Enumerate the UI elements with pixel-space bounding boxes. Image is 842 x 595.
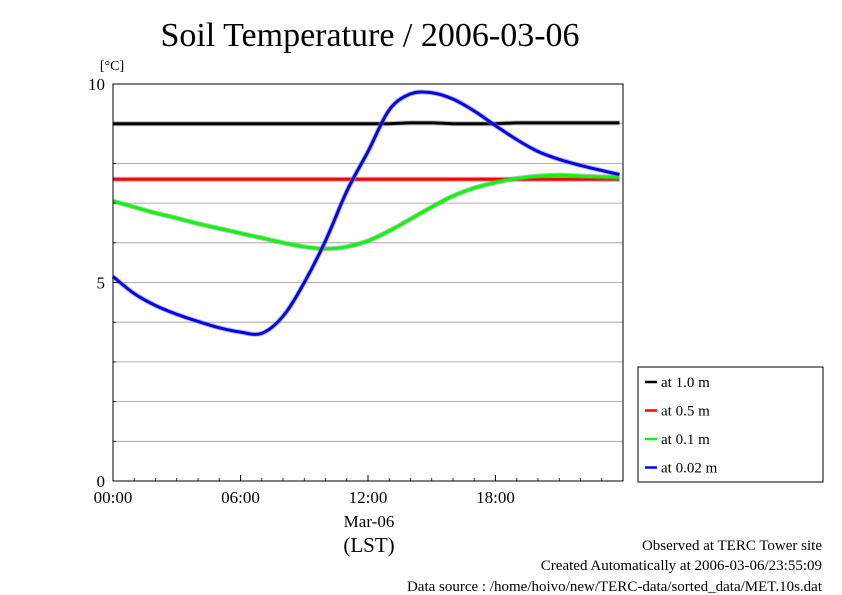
series-shadow-at-0-1-m <box>112 172 620 252</box>
series-line-at-0-1-m <box>112 173 620 251</box>
legend-label: at 0.5 m <box>661 404 710 420</box>
series-layer <box>111 89 620 337</box>
legend-label: at 1.0 m <box>661 375 710 391</box>
x-tick-label: 00:00 <box>94 488 133 507</box>
footer-observed: Observed at TERC Tower site <box>642 538 822 554</box>
y-tick-label: 10 <box>88 75 105 94</box>
x-axis-label: (LST) <box>343 533 394 557</box>
x-tick-label: 12:00 <box>349 488 388 507</box>
series-line-at-1-0-m <box>113 121 620 126</box>
x-date-label: Mar-06 <box>344 512 395 531</box>
y-axis-unit-label: [°C] <box>100 59 124 74</box>
series-line-at-0-02-m <box>112 90 620 336</box>
legend: at 1.0 m at 0.5 m at 0.1 m at 0.02 m <box>637 366 824 483</box>
x-tick-label: 06:00 <box>221 488 260 507</box>
grid-lines <box>113 123 623 442</box>
legend-label: at 0.02 m <box>661 461 718 477</box>
y-tick-label: 0 <box>97 472 106 491</box>
y-tick-label: 5 <box>97 274 106 293</box>
footer-created: Created Automatically at 2006-03-06/23:5… <box>541 558 822 574</box>
series-shadow-at-0-02-m <box>111 89 620 337</box>
x-tick-label: 18:00 <box>476 488 515 507</box>
footer-source: Data source : /home/hoivo/new/TERC-data/… <box>407 579 823 595</box>
chart-title: Soil Temperature / 2006-03-06 <box>160 17 579 54</box>
legend-label: at 0.1 m <box>661 432 710 448</box>
axis-ticks: 00:00 06:00 12:00 18:00 0 5 10 <box>88 75 603 507</box>
legend-box <box>637 366 824 483</box>
